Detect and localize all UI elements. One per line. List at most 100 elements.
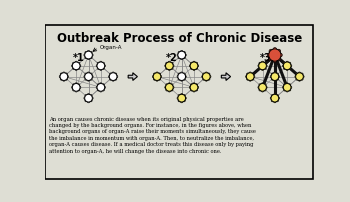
Circle shape <box>269 49 273 53</box>
Circle shape <box>75 68 77 70</box>
Circle shape <box>103 65 105 67</box>
Circle shape <box>96 86 99 89</box>
Circle shape <box>195 62 198 65</box>
Text: *2: *2 <box>166 53 178 63</box>
Circle shape <box>246 73 254 80</box>
Circle shape <box>246 75 248 78</box>
Circle shape <box>170 88 173 91</box>
Circle shape <box>183 95 185 97</box>
Circle shape <box>91 54 93 56</box>
Circle shape <box>193 68 195 70</box>
Circle shape <box>91 97 93 99</box>
Circle shape <box>85 73 88 75</box>
Circle shape <box>205 79 208 81</box>
Circle shape <box>295 75 298 78</box>
Circle shape <box>195 84 198 86</box>
Circle shape <box>170 62 173 65</box>
Circle shape <box>110 73 112 75</box>
Circle shape <box>158 73 161 75</box>
Circle shape <box>72 88 75 91</box>
Text: Outbreak Process of Chronic Disease: Outbreak Process of Chronic Disease <box>57 32 302 45</box>
Circle shape <box>100 68 102 70</box>
Circle shape <box>282 65 285 67</box>
Circle shape <box>178 51 186 59</box>
Circle shape <box>77 67 80 69</box>
Circle shape <box>271 95 274 97</box>
Circle shape <box>276 99 279 102</box>
Circle shape <box>85 73 92 80</box>
Circle shape <box>284 62 291 70</box>
Circle shape <box>286 68 288 70</box>
Circle shape <box>87 100 90 103</box>
Circle shape <box>190 88 193 91</box>
Circle shape <box>273 48 277 52</box>
Circle shape <box>115 75 118 78</box>
Circle shape <box>247 78 249 80</box>
Circle shape <box>277 49 281 53</box>
Circle shape <box>273 59 277 62</box>
Circle shape <box>252 75 255 78</box>
Circle shape <box>274 79 276 81</box>
Circle shape <box>259 62 266 70</box>
Circle shape <box>289 86 292 89</box>
Circle shape <box>264 84 266 86</box>
Circle shape <box>177 97 180 99</box>
Circle shape <box>97 84 105 91</box>
Circle shape <box>259 84 266 91</box>
Circle shape <box>85 51 92 59</box>
Circle shape <box>202 75 204 78</box>
Circle shape <box>288 67 291 69</box>
Circle shape <box>108 75 111 78</box>
Circle shape <box>259 62 261 65</box>
Circle shape <box>166 62 168 65</box>
Circle shape <box>184 97 186 99</box>
Circle shape <box>97 84 100 86</box>
Circle shape <box>170 84 173 86</box>
Circle shape <box>156 72 158 75</box>
Circle shape <box>184 54 186 56</box>
Circle shape <box>77 84 80 86</box>
Circle shape <box>72 67 75 69</box>
Circle shape <box>284 67 286 69</box>
Circle shape <box>286 61 288 64</box>
Text: *3: *3 <box>259 53 271 63</box>
Circle shape <box>276 73 279 75</box>
Circle shape <box>271 99 274 102</box>
Circle shape <box>153 73 156 75</box>
Circle shape <box>302 75 304 78</box>
Circle shape <box>60 78 63 80</box>
Circle shape <box>264 67 266 69</box>
Circle shape <box>190 84 198 91</box>
Circle shape <box>97 67 100 69</box>
Circle shape <box>181 79 183 81</box>
Circle shape <box>172 86 174 89</box>
Circle shape <box>181 100 183 103</box>
Circle shape <box>274 100 276 103</box>
Circle shape <box>178 94 186 102</box>
Circle shape <box>190 62 198 70</box>
Circle shape <box>87 72 90 75</box>
Circle shape <box>183 73 185 75</box>
Circle shape <box>77 62 80 65</box>
Circle shape <box>96 65 99 67</box>
Circle shape <box>97 88 100 91</box>
Circle shape <box>90 56 92 59</box>
Circle shape <box>270 97 273 99</box>
Circle shape <box>183 56 185 59</box>
Circle shape <box>109 73 117 80</box>
Circle shape <box>72 86 74 89</box>
FancyArrow shape <box>221 73 231 80</box>
Circle shape <box>165 65 167 67</box>
Circle shape <box>85 94 92 102</box>
Circle shape <box>87 79 90 81</box>
Circle shape <box>277 97 280 99</box>
Circle shape <box>100 61 102 64</box>
Circle shape <box>269 49 281 61</box>
Circle shape <box>183 52 185 54</box>
Circle shape <box>261 61 264 64</box>
Circle shape <box>189 86 192 89</box>
Circle shape <box>251 78 254 80</box>
Circle shape <box>114 73 117 75</box>
Circle shape <box>63 79 65 81</box>
Circle shape <box>110 78 112 80</box>
